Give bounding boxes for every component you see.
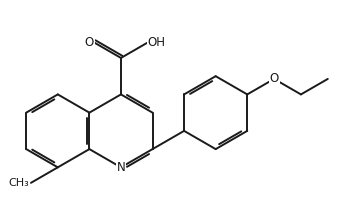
Text: O: O — [85, 36, 94, 49]
Text: N: N — [116, 161, 125, 174]
Text: O: O — [269, 72, 279, 85]
Text: CH₃: CH₃ — [8, 178, 29, 188]
Text: OH: OH — [148, 36, 166, 49]
